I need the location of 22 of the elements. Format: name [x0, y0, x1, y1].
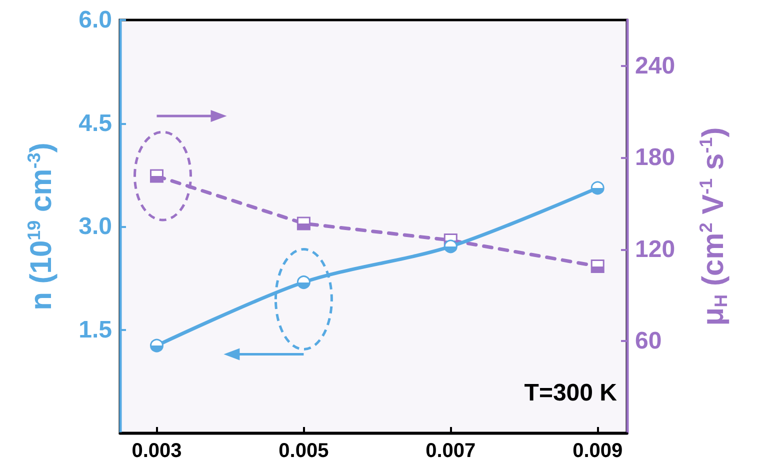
y-tick-label: 3.0	[78, 213, 112, 240]
text: μH (cm2 V-1 s-1)	[696, 127, 731, 326]
x-tick-label: 0.003	[132, 440, 182, 462]
point	[296, 276, 310, 289]
point	[444, 240, 458, 254]
point	[590, 181, 604, 195]
point	[150, 169, 164, 183]
y2-tick-label: 60	[635, 328, 662, 355]
y-axis-title: n (1019 cm-3)	[24, 142, 58, 310]
y2-tick-label: 120	[635, 236, 676, 263]
x-tick-label: 0.005	[278, 440, 329, 462]
x-tick-label: 0.007	[426, 440, 476, 462]
x-tick-label: 0.009	[572, 440, 623, 462]
annotation: T=300 K	[524, 380, 618, 406]
point	[150, 338, 164, 352]
y2-tick-label: 240	[635, 52, 676, 80]
point	[590, 260, 604, 274]
y-tick-label: 4.5	[78, 110, 112, 137]
y-tick-label: 1.5	[78, 316, 112, 344]
y2-tick-label: 180	[635, 144, 676, 172]
point	[296, 216, 310, 230]
y-tick-label: 6.0	[78, 6, 112, 34]
